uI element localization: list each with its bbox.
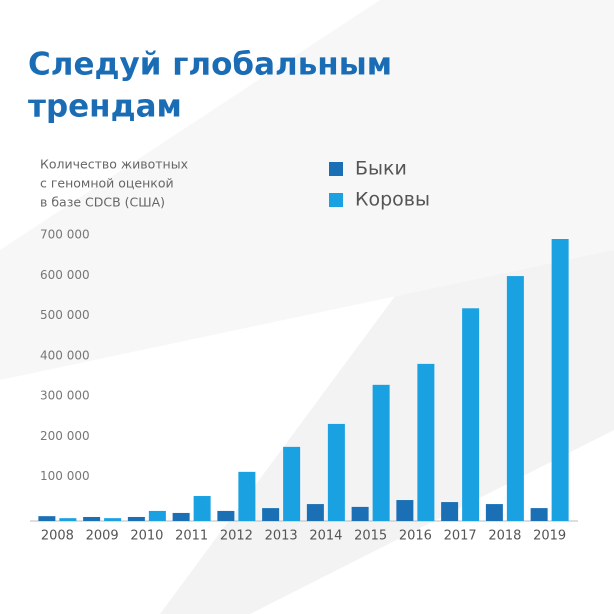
x-tick-label: 2010 [130, 529, 163, 544]
y-axis-label: Количество животных [40, 157, 188, 172]
bar [217, 510, 235, 521]
bar [551, 239, 569, 521]
y-tick-label: 400 000 [40, 348, 90, 362]
x-tick-label: 2013 [265, 529, 298, 544]
legend-label: Быки [355, 158, 407, 180]
bar [462, 308, 480, 521]
bar [127, 516, 145, 521]
bar [104, 518, 122, 521]
legend-swatch [329, 193, 343, 207]
bar [262, 508, 280, 521]
y-tick-label: 100 000 [40, 469, 90, 483]
bar [172, 512, 190, 521]
bar [506, 276, 524, 521]
y-tick-label: 300 000 [40, 389, 90, 403]
x-tick-label: 2014 [309, 529, 342, 544]
x-tick-label: 2019 [533, 529, 566, 544]
bar [417, 363, 435, 521]
bar [372, 384, 390, 521]
bar [283, 446, 301, 521]
y-axis-label: в базе CDCB (США) [40, 195, 165, 210]
y-tick-label: 200 000 [40, 429, 90, 443]
x-tick-label: 2018 [488, 529, 521, 544]
x-tick-label: 2015 [354, 529, 387, 544]
legend-swatch [329, 162, 343, 176]
chart-title: Следуй глобальным [28, 47, 392, 83]
bar [485, 504, 503, 521]
x-tick-label: 2016 [399, 529, 432, 544]
bar [327, 423, 345, 521]
x-tick-label: 2012 [220, 529, 253, 544]
chart-title: трендам [28, 89, 182, 125]
bar [83, 516, 101, 521]
x-tick-label: 2008 [41, 529, 74, 544]
bar [193, 496, 211, 521]
bar [530, 508, 548, 521]
bar [59, 518, 77, 521]
y-tick-label: 700 000 [40, 228, 90, 242]
x-tick-label: 2011 [175, 529, 208, 544]
y-tick-label: 600 000 [40, 268, 90, 282]
y-tick-label: 500 000 [40, 308, 90, 322]
bar [238, 471, 256, 521]
bar [306, 504, 324, 521]
bar [351, 506, 369, 521]
bar [441, 502, 459, 521]
bar [38, 516, 56, 521]
x-tick-label: 2017 [444, 529, 477, 544]
x-tick-label: 2009 [86, 529, 119, 544]
bar [148, 510, 166, 521]
background-shape [0, 0, 614, 380]
legend-label: Коровы [355, 189, 430, 211]
y-axis-label: с геномной оценкой [40, 176, 174, 191]
bar [396, 500, 414, 521]
